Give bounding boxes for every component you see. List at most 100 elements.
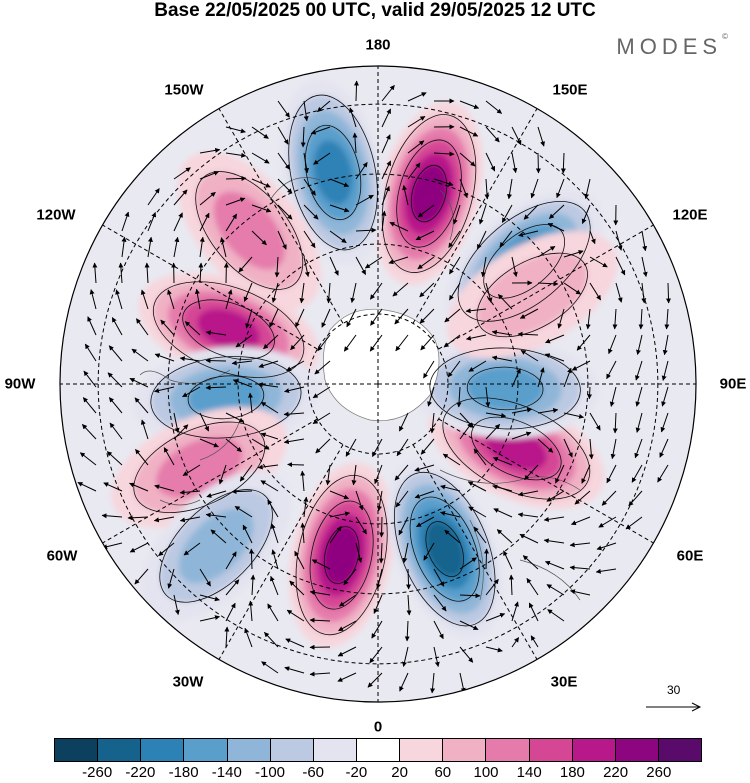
wind-vector: [350, 282, 357, 304]
wind-vector: [134, 568, 149, 585]
wind-vector: [303, 178, 316, 196]
wind-vector: [258, 360, 279, 369]
brand-text: MODES: [616, 34, 723, 59]
wind-vector: [239, 464, 253, 482]
wind-vector: [520, 349, 539, 362]
wind-vector: [587, 386, 593, 400]
colorbar-swatch: [227, 739, 271, 761]
wind-vector: [179, 356, 201, 362]
wind-vector: [537, 245, 556, 258]
wind-vector: [511, 256, 518, 278]
wind-vector: [369, 334, 383, 352]
wind-vector: [485, 646, 503, 653]
wind-vector: [427, 386, 435, 407]
wind-vector: [205, 385, 227, 391]
wind-vector: [140, 289, 149, 310]
wind-vector: [376, 568, 383, 589]
brand-mark: ©: [722, 32, 728, 41]
colorbar-swatch: [313, 739, 357, 761]
anomaly-fill-positive: [213, 191, 285, 270]
wind-vector: [314, 360, 331, 375]
wind-vector: [244, 627, 253, 648]
wind-vector: [251, 126, 269, 139]
wind-vector: [452, 204, 461, 225]
wind-vector: [508, 574, 514, 596]
wind-vector: [423, 542, 435, 561]
wind-vector: [184, 321, 201, 336]
wind-vector: [530, 635, 539, 648]
reference-vector: 30: [640, 683, 710, 713]
wind-vector: [485, 578, 499, 596]
wind-vector: [606, 360, 617, 380]
wind-vector: [173, 412, 180, 434]
wind-vector: [635, 386, 643, 407]
wind-vector: [589, 256, 608, 268]
wind-vector: [659, 438, 669, 458]
wind-vector: [260, 432, 279, 440]
wind-vector: [321, 308, 331, 328]
wind-vector: [257, 464, 279, 470]
wind-vector: [234, 505, 253, 518]
north-america-coast: [139, 369, 241, 506]
wind-vector: [277, 100, 290, 118]
wind-vector: [563, 412, 585, 419]
wind-vector: [295, 308, 305, 328]
polar-map: [59, 65, 697, 703]
wind-vector: [537, 438, 554, 453]
wind-vector: [225, 126, 246, 134]
lon-label-60e: 60E: [676, 547, 704, 565]
meridian-line: [438, 418, 654, 544]
wind-vector: [287, 462, 305, 468]
wind-vector: [636, 334, 643, 355]
lon-label-60w: 60W: [46, 547, 78, 565]
wind-vector: [199, 170, 220, 180]
wind-vector: [635, 360, 643, 381]
wind-vector: [537, 367, 545, 388]
wind-vector: [588, 438, 594, 460]
wind-vector: [343, 334, 357, 352]
wind-vector: [243, 282, 253, 302]
wind-vector: [480, 256, 487, 278]
wind-vector: [524, 464, 539, 481]
map-boundary: [59, 65, 697, 703]
wind-vector: [250, 574, 256, 596]
colorbar-tick-label: -260: [82, 764, 113, 781]
wind-vector: [641, 282, 647, 304]
colorbar-tick-label: -140: [211, 764, 242, 781]
colorbar-swatch: [615, 739, 659, 761]
wind-vector: [407, 115, 426, 128]
wind-vector: [545, 334, 565, 344]
wind-vector: [309, 590, 331, 596]
wind-vector: [420, 438, 435, 455]
lon-label-150w: 150W: [164, 81, 204, 99]
anomaly-contour: [409, 496, 480, 602]
wind-vector: [263, 334, 279, 350]
wind-vector: [459, 557, 477, 570]
colorbar-swatch: [658, 739, 702, 761]
wind-vector: [491, 355, 513, 362]
latitude-circle: [97, 103, 659, 665]
wind-vector: [641, 230, 648, 252]
wind-vector: [570, 516, 591, 526]
wind-vector: [392, 282, 409, 297]
wind-vector: [423, 360, 435, 379]
wind-vector: [459, 646, 474, 663]
wind-vector: [147, 236, 153, 258]
wind-vector: [329, 230, 347, 244]
wind-vector: [433, 594, 447, 612]
wind-vector: [225, 438, 242, 453]
wind-vector: [242, 524, 253, 544]
wind-vector: [225, 289, 233, 310]
wind-vector: [225, 602, 236, 622]
wind-vector: [309, 671, 331, 677]
wind-vector: [147, 211, 157, 232]
wind-vector: [595, 568, 617, 574]
colorbar-tick-label: -20: [345, 764, 368, 781]
wind-vector: [544, 353, 565, 362]
wind-vector: [351, 464, 357, 486]
eurasia-coast: [439, 469, 581, 601]
wind-vector: [251, 178, 271, 188]
wind-vector: [522, 555, 539, 570]
latitude-circle: [237, 243, 519, 525]
wind-vector: [299, 282, 305, 304]
